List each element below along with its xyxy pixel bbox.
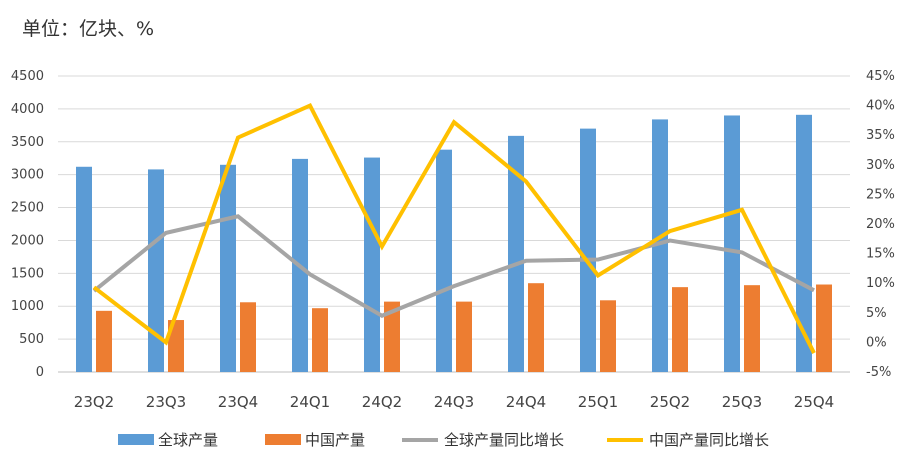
bar-china <box>384 301 400 372</box>
series-line <box>92 103 816 354</box>
series-line <box>92 214 815 318</box>
legend-label: 中国产量 <box>305 431 365 449</box>
x-category-label: 23Q4 <box>218 393 258 411</box>
y-left-ticks: 0 500 1000 1500 2000 2500 3000 3500 4000 4500 <box>11 69 44 380</box>
bar-china <box>456 301 472 372</box>
y-left-tick-label: 4500 <box>11 69 44 84</box>
x-category-label: 25Q1 <box>578 393 618 411</box>
y-left-tick-label: 1000 <box>11 299 44 314</box>
legend-swatch <box>265 434 301 445</box>
legend-label: 中国产量同比增长 <box>649 431 769 449</box>
bars <box>76 114 832 372</box>
y-right-tick-label: 20% <box>866 217 895 232</box>
x-category-label: 25Q2 <box>650 393 690 411</box>
x-category-label: 24Q4 <box>506 393 546 411</box>
y-right-tick-label: 15% <box>866 247 895 262</box>
x-category-label: 24Q3 <box>434 393 474 411</box>
y-right-tick-label: 0% <box>866 335 887 350</box>
y-left-tick-label: 2500 <box>11 201 44 216</box>
lines <box>92 103 816 354</box>
bar-global <box>436 149 452 372</box>
x-category-label: 23Q2 <box>74 393 114 411</box>
x-category-label: 24Q1 <box>290 393 330 411</box>
bar-global <box>508 135 524 372</box>
bar-china <box>240 302 256 372</box>
y-right-tick-label: 10% <box>866 276 895 291</box>
y-right-tick-label: 45% <box>866 69 895 84</box>
bar-global <box>148 169 164 372</box>
x-category-label: 24Q2 <box>362 393 402 411</box>
bar-china <box>168 320 184 372</box>
bar-china <box>816 284 832 372</box>
y-left-tick-label: 4000 <box>11 102 44 117</box>
x-category-labels: 23Q2 23Q3 23Q4 24Q1 24Q2 24Q3 24Q4 25Q1 25Q2 25Q3… <box>74 393 834 411</box>
y-right-tick-label: 40% <box>866 99 895 114</box>
y-left-tick-label: 1500 <box>11 266 44 281</box>
bar-global <box>76 166 92 372</box>
y-right-ticks: -5% 0% 5% 10% 15% 20% 25% 30% 35% 40% 45% <box>866 69 895 380</box>
y-right-tick-label: 35% <box>866 128 895 143</box>
bar-china <box>528 283 544 372</box>
bar-china <box>744 285 760 372</box>
x-category-label: 25Q4 <box>794 393 834 411</box>
legend-swatch <box>118 434 154 445</box>
y-right-tick-label: 30% <box>866 158 895 173</box>
bar-global <box>652 119 668 372</box>
y-right-tick-label: 25% <box>866 187 895 202</box>
bar-global <box>724 115 740 372</box>
bar-global <box>220 164 236 372</box>
y-left-tick-label: 2000 <box>11 233 44 248</box>
y-left-tick-label: 0 <box>36 365 44 380</box>
bar-china <box>312 308 328 372</box>
bar-china <box>96 310 112 372</box>
y-right-tick-label: 5% <box>866 306 887 321</box>
legend-label: 全球产量 <box>158 431 218 449</box>
y-left-tick-label: 500 <box>19 332 44 347</box>
legend: 全球产量 中国产量 全球产量同比增长 中国产量同比增长 <box>118 431 769 449</box>
x-category-label: 25Q3 <box>722 393 762 411</box>
bar-global <box>364 157 380 372</box>
unit-label: 单位：亿块、% <box>22 18 155 40</box>
bar-global <box>796 114 812 372</box>
legend-label: 全球产量同比增长 <box>444 431 564 449</box>
bar-china <box>600 300 616 372</box>
bar-china <box>672 287 688 372</box>
y-right-tick-label: -5% <box>866 365 891 380</box>
bar-global <box>580 128 596 372</box>
y-left-tick-label: 3500 <box>11 135 44 150</box>
y-left-tick-label: 3000 <box>11 168 44 183</box>
gridlines <box>58 75 850 373</box>
x-category-label: 23Q3 <box>146 393 186 411</box>
